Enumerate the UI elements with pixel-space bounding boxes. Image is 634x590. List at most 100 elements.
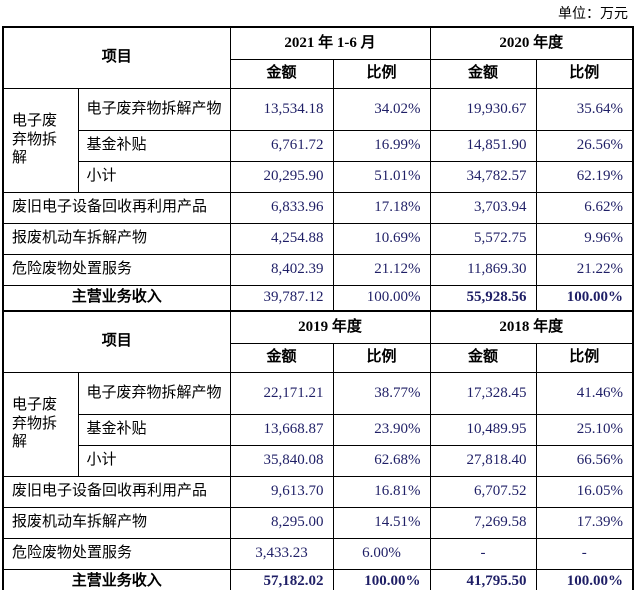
ratio-cell: 62.19% xyxy=(535,160,634,193)
ratio-cell: 41.46% xyxy=(535,371,634,415)
ratio-cell: 6.00% xyxy=(332,537,431,570)
col-header-ratio-1: 比例 xyxy=(332,58,431,89)
amount-cell: 13,534.18 xyxy=(229,87,334,131)
table-row: 电子废弃物拆解 电子废弃物拆解产物 22,171.21 38.77% 17,32… xyxy=(2,371,634,477)
col-header-ratio-2: 比例 xyxy=(535,58,634,89)
ratio-cell: 38.77% xyxy=(332,371,431,415)
amount-cell: 14,851.90 xyxy=(429,129,537,162)
col-header-period2: 2020 年度 xyxy=(429,26,634,60)
item-cell: 基金补贴 xyxy=(77,129,231,162)
header-row-measures: 金额 比例 金额 比例 xyxy=(3,58,634,89)
amount-cell: 17,328.45 xyxy=(429,371,537,415)
amount-cell: 5,572.75 xyxy=(429,222,537,255)
ratio-cell: 35.64% xyxy=(535,87,634,131)
table-row: 小计 35,840.08 62.68% 27,818.40 66.56% xyxy=(3,444,634,477)
ratio-cell: 14.51% xyxy=(332,506,431,539)
amount-cell: 3,703.94 xyxy=(429,191,537,224)
ratio-cell: 23.90% xyxy=(332,413,431,446)
ratio-cell: 62.68% xyxy=(332,444,431,477)
amount-cell: 3,433.23 xyxy=(229,537,334,570)
col-header-ratio-2: 比例 xyxy=(535,342,634,373)
header-row-measures: 金额 比例 金额 比例 xyxy=(3,342,634,373)
total-amount-cell: 57,182.02 xyxy=(229,568,334,590)
amount-cell: 6,761.72 xyxy=(229,129,334,162)
ratio-cell: 66.56% xyxy=(535,444,634,477)
amount-cell: 8,402.39 xyxy=(229,253,334,286)
col-header-period1: 2021 年 1-6 月 xyxy=(229,26,431,60)
table-row: 基金补贴 13,668.87 23.90% 10,489.95 25.10% xyxy=(3,413,634,446)
ratio-cell: 16.05% xyxy=(535,475,634,508)
table-row: 报废机动车拆解产物 4,254.88 10.69% 5,572.75 9.96% xyxy=(2,222,634,255)
item-cell: 报废机动车拆解产物 xyxy=(2,222,231,255)
table-row: 基金补贴 6,761.72 16.99% 14,851.90 26.56% xyxy=(3,129,634,162)
item-cell: 报废机动车拆解产物 xyxy=(2,506,231,539)
amount-cell: 8,295.00 xyxy=(229,506,334,539)
amount-cell: 9,613.70 xyxy=(229,475,334,508)
amount-cell: 7,269.58 xyxy=(429,506,537,539)
amount-cell: 10,489.95 xyxy=(429,413,537,446)
header-row-periods: 项目 2021 年 1-6 月 2020 年度 xyxy=(2,26,634,89)
revenue-table-2019-2018: 项目 2019 年度 2018 年度 金额 比例 金额 比例 电子废弃物拆解 电… xyxy=(2,310,634,590)
table-row: 废旧电子设备回收再利用产品 6,833.96 17.18% 3,703.94 6… xyxy=(2,191,634,224)
table-row: 废旧电子设备回收再利用产品 9,613.70 16.81% 6,707.52 1… xyxy=(2,475,634,508)
ratio-cell: 25.10% xyxy=(535,413,634,446)
total-ratio-cell: 100.00% xyxy=(535,568,634,590)
item-cell: 基金补贴 xyxy=(77,413,231,446)
amount-cell: 11,869.30 xyxy=(429,253,537,286)
col-header-item: 项目 xyxy=(2,310,231,373)
item-cell: 电子废弃物拆解产物 xyxy=(77,371,231,415)
item-cell: 废旧电子设备回收再利用产品 xyxy=(2,191,231,224)
ratio-cell: 6.62% xyxy=(535,191,634,224)
revenue-table-2021-2020: 项目 2021 年 1-6 月 2020 年度 金额 比例 金额 比例 电子废弃… xyxy=(2,26,634,312)
item-cell: 小计 xyxy=(77,160,231,193)
table-row: 电子废弃物拆解 电子废弃物拆解产物 13,534.18 34.02% 19,93… xyxy=(2,87,634,193)
col-header-period1: 2019 年度 xyxy=(229,310,431,344)
amount-cell: 34,782.57 xyxy=(429,160,537,193)
ratio-cell: 51.01% xyxy=(332,160,431,193)
ratio-cell: 21.22% xyxy=(535,253,634,286)
table-row: 小计 20,295.90 51.01% 34,782.57 62.19% xyxy=(3,160,634,193)
item-cell: 危险废物处置服务 xyxy=(2,253,231,286)
item-cell: 小计 xyxy=(77,444,231,477)
ratio-cell: - xyxy=(535,537,634,570)
total-row: 主营业务收入 57,182.02 100.00% 41,795.50 100.0… xyxy=(2,568,634,590)
table-row: 危险废物处置服务 3,433.23 6.00% - - xyxy=(2,537,634,570)
total-amount-cell: 39,787.12 xyxy=(229,284,334,312)
item-cell: 电子废弃物拆解产物 xyxy=(77,87,231,131)
col-header-amount-2: 金额 xyxy=(429,58,537,89)
amount-cell: - xyxy=(429,537,537,570)
group-label-cell: 电子废弃物拆解 xyxy=(2,371,79,477)
unit-label: 单位：万元 xyxy=(558,7,628,22)
ratio-cell: 17.18% xyxy=(332,191,431,224)
ratio-cell: 16.81% xyxy=(332,475,431,508)
ratio-cell: 21.12% xyxy=(332,253,431,286)
amount-cell: 35,840.08 xyxy=(229,444,334,477)
ratio-cell: 26.56% xyxy=(535,129,634,162)
amount-cell: 20,295.90 xyxy=(229,160,334,193)
table-row: 报废机动车拆解产物 8,295.00 14.51% 7,269.58 17.39… xyxy=(2,506,634,539)
ratio-cell: 34.02% xyxy=(332,87,431,131)
col-header-amount-1: 金额 xyxy=(229,342,334,373)
ratio-cell: 17.39% xyxy=(535,506,634,539)
amount-cell: 19,930.67 xyxy=(429,87,537,131)
header-row-periods: 项目 2019 年度 2018 年度 xyxy=(2,310,634,373)
total-amount-cell: 55,928.56 xyxy=(429,284,537,312)
total-ratio-cell: 100.00% xyxy=(332,284,431,312)
amount-cell: 27,818.40 xyxy=(429,444,537,477)
col-header-amount-2: 金额 xyxy=(429,342,537,373)
col-header-item: 项目 xyxy=(2,26,231,89)
group-label-cell: 电子废弃物拆解 xyxy=(2,87,79,193)
amount-cell: 4,254.88 xyxy=(229,222,334,255)
total-row: 主营业务收入 39,787.12 100.00% 55,928.56 100.0… xyxy=(2,284,634,312)
amount-cell: 22,171.21 xyxy=(229,371,334,415)
total-label-cell: 主营业务收入 xyxy=(2,284,231,312)
amount-cell: 13,668.87 xyxy=(229,413,334,446)
col-header-amount-1: 金额 xyxy=(229,58,334,89)
table-row: 危险废物处置服务 8,402.39 21.12% 11,869.30 21.22… xyxy=(2,253,634,286)
total-ratio-cell: 100.00% xyxy=(332,568,431,590)
total-ratio-cell: 100.00% xyxy=(535,284,634,312)
col-header-period2: 2018 年度 xyxy=(429,310,634,344)
ratio-cell: 9.96% xyxy=(535,222,634,255)
item-cell: 废旧电子设备回收再利用产品 xyxy=(2,475,231,508)
